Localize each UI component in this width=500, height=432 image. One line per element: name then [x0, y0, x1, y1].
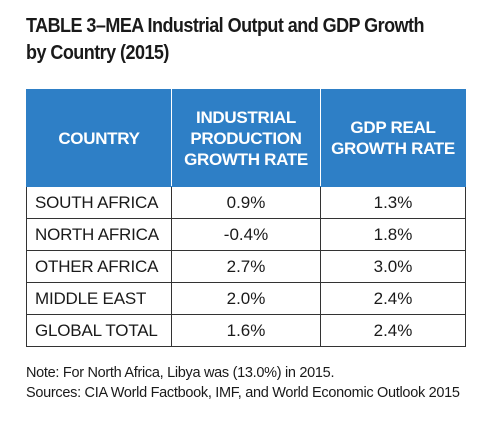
cell-gdp: 3.0%: [320, 250, 466, 283]
table-body: SOUTH AFRICA 0.9% 1.3% NORTH AFRICA -0.4…: [26, 186, 466, 347]
cell-industrial: 0.9%: [171, 186, 321, 219]
cell-gdp: 1.8%: [320, 218, 466, 251]
table-title: TABLE 3–MEA Industrial Output and GDP Gr…: [26, 15, 424, 64]
cell-gdp: 1.3%: [320, 186, 466, 219]
header-gdp-real-growth-rate: GDP REAL GROWTH RATE: [320, 89, 466, 187]
cell-industrial: 2.7%: [171, 250, 321, 283]
table-header: COUNTRY INDUSTRIAL PRODUCTION GROWTH RAT…: [26, 89, 466, 187]
cell-country: GLOBAL TOTAL: [26, 314, 172, 347]
cell-country: MIDDLE EAST: [26, 282, 172, 315]
header-industrial-production-growth-rate: INDUSTRIAL PRODUCTION GROWTH RATE: [171, 89, 321, 187]
cell-industrial: 1.6%: [171, 314, 321, 347]
cell-industrial: -0.4%: [171, 218, 321, 251]
header-row: COUNTRY INDUSTRIAL PRODUCTION GROWTH RAT…: [26, 89, 466, 187]
cell-gdp: 2.4%: [320, 314, 466, 347]
table-row: NORTH AFRICA -0.4% 1.8%: [26, 218, 466, 251]
table-notes: Note: For North Africa, Libya was (13.0%…: [26, 363, 494, 403]
cell-country: SOUTH AFRICA: [26, 186, 172, 219]
growth-table: COUNTRY INDUSTRIAL PRODUCTION GROWTH RAT…: [26, 89, 466, 347]
table-row: GLOBAL TOTAL 1.6% 2.4%: [26, 314, 466, 347]
cell-gdp: 2.4%: [320, 282, 466, 315]
table-row: OTHER AFRICA 2.7% 3.0%: [26, 250, 466, 283]
table-row: MIDDLE EAST 2.0% 2.4%: [26, 282, 466, 315]
table-row: SOUTH AFRICA 0.9% 1.3%: [26, 186, 466, 219]
note-text: Note: For North Africa, Libya was (13.0%…: [26, 365, 335, 381]
header-country: COUNTRY: [26, 89, 172, 187]
cell-industrial: 2.0%: [171, 282, 321, 315]
cell-country: OTHER AFRICA: [26, 250, 172, 283]
sources-text: Sources: CIA World Factbook, IMF, and Wo…: [26, 385, 460, 401]
cell-country: NORTH AFRICA: [26, 218, 172, 251]
